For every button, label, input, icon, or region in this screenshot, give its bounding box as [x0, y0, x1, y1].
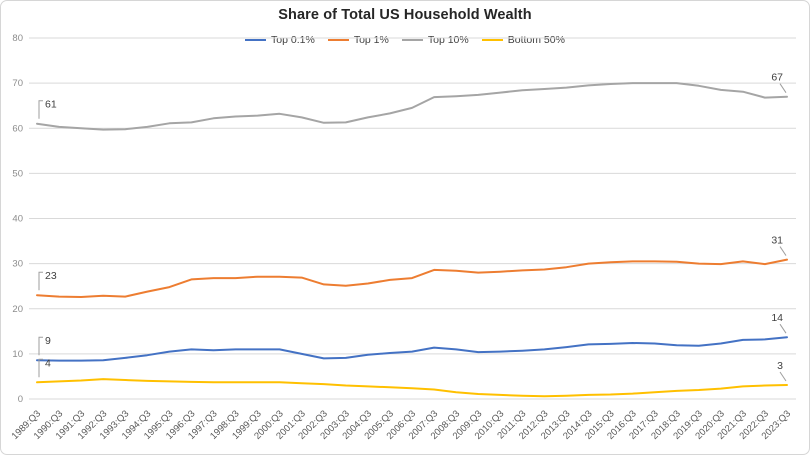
legend-label: Bottom 50%	[507, 34, 565, 46]
leader-line	[38, 100, 43, 119]
leader-line	[779, 371, 787, 382]
leader-line	[38, 271, 43, 291]
y-axis-tick-label: 40	[12, 214, 23, 225]
y-axis-tick-label: 10	[12, 349, 23, 360]
data-label: 9	[45, 335, 51, 347]
legend-swatch-icon	[481, 38, 503, 42]
chart-title: Share of Total US Household Wealth	[278, 7, 532, 23]
legend-label: Top 1%	[353, 34, 389, 46]
legend-swatch-icon	[401, 38, 423, 42]
data-label: 23	[45, 270, 57, 282]
leader-line	[779, 323, 787, 334]
data-label: 31	[771, 235, 783, 247]
series-line-bottom-50-	[36, 378, 788, 398]
leader-line	[38, 358, 43, 378]
data-label: 61	[45, 99, 57, 111]
data-label: 14	[771, 312, 783, 324]
y-axis-tick-label: 0	[18, 394, 23, 405]
y-axis-tick-label: 80	[12, 33, 23, 44]
legend-item: Top 10%	[401, 34, 469, 46]
legend-label: Top 0.1%	[271, 34, 315, 46]
y-axis-tick-label: 70	[12, 78, 23, 89]
y-axis-tick-label: 20	[12, 304, 23, 315]
series-line-top-1-	[36, 258, 788, 298]
y-axis-tick-label: 50	[12, 168, 23, 179]
y-axis-tick-label: 30	[12, 259, 23, 270]
legend-item: Bottom 50%	[481, 34, 565, 46]
legend-item: Top 0.1%	[245, 34, 315, 46]
leader-line	[779, 83, 787, 93]
legend-swatch-icon	[327, 38, 349, 42]
series-line-top-0-1-	[36, 336, 788, 362]
data-label: 67	[771, 72, 783, 84]
series-line-top-10-	[36, 82, 788, 131]
y-axis-tick-label: 60	[12, 123, 23, 134]
legend-swatch-icon	[245, 38, 267, 42]
legend-item: Top 1%	[327, 34, 389, 46]
leader-line	[779, 246, 787, 256]
leader-line	[38, 336, 43, 356]
data-label: 4	[45, 357, 51, 369]
legend: Top 0.1% Top 1% Top 10% Bottom 50%	[1, 34, 809, 46]
legend-label: Top 10%	[427, 34, 469, 46]
data-label: 3	[777, 360, 783, 372]
